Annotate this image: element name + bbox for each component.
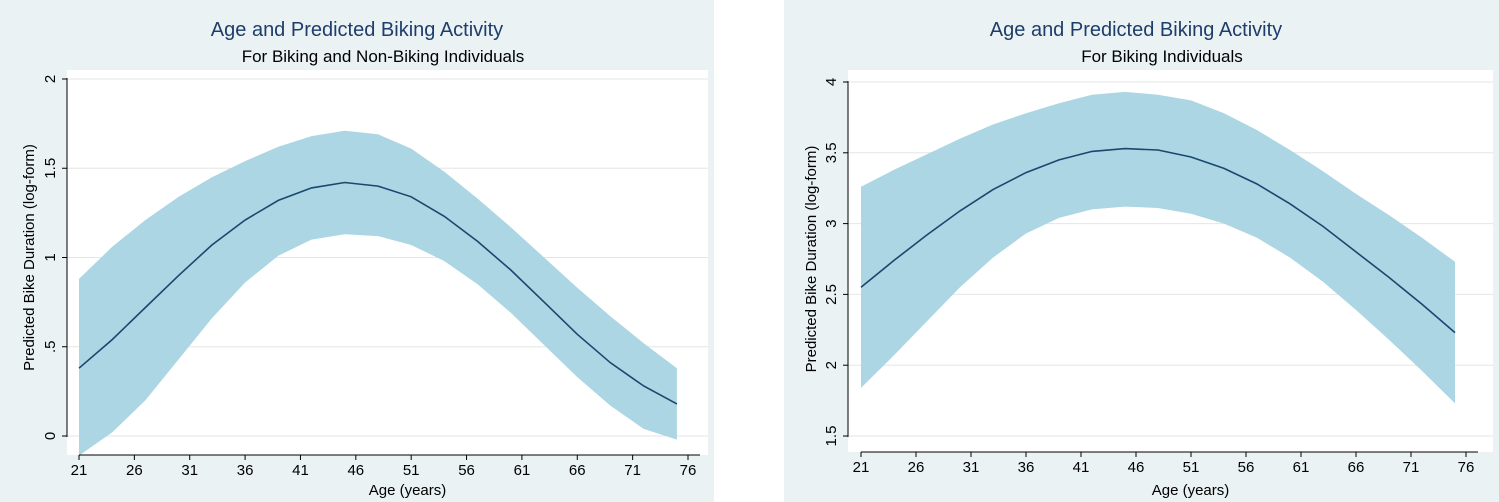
chart-b-svg: 1.5 2 2.5 3 3.5 4 21 26 31 36 41 46 51 56 61 66 71 76 Age …	[784, 0, 1499, 502]
x-tick-label: 46	[1128, 459, 1145, 476]
y-tick-label: 2	[823, 361, 840, 369]
chart-a-svg: 0 .5 1 1.5 2 21 26 31 36 41 46 51 56 61 66 71 76 Age and …	[0, 0, 714, 502]
y-tick-label: 1.5	[42, 158, 59, 179]
x-tick-label: 71	[624, 462, 641, 479]
prediction-line	[860, 147, 1456, 334]
x-tick-label: 56	[458, 462, 475, 479]
chart-panel-b: B) 1.522.533.54212631364146515661667176A…	[784, 0, 1499, 502]
x-tick-label: 41	[1073, 459, 1090, 476]
x-tick-label: 71	[1403, 459, 1420, 476]
prediction-line	[78, 181, 678, 405]
y-tick-label: 4	[823, 78, 840, 86]
x-tick-label: 51	[1183, 459, 1200, 476]
x-axis-label: Age (years)	[1152, 482, 1230, 499]
y-tick-label: 1	[42, 253, 59, 261]
panel-gap	[714, 0, 784, 502]
x-tick-label: 26	[908, 459, 925, 476]
x-axis-label: Age (years)	[369, 482, 447, 499]
x-tick-label: 31	[181, 462, 198, 479]
y-tick-label: 0	[42, 432, 59, 440]
x-tick-label: 61	[1293, 459, 1310, 476]
chart-title: Age and Predicted Biking Activity	[990, 19, 1282, 41]
y-tick-label: 2	[42, 75, 59, 83]
x-tick-label: 26	[126, 462, 143, 479]
y-tick-label: 3	[823, 219, 840, 227]
chart-subtitle: For Biking Individuals	[1081, 47, 1243, 66]
y-tick-label: 1.5	[823, 426, 840, 447]
y-tick-label: 2.5	[823, 284, 840, 305]
x-tick-label: 36	[237, 462, 254, 479]
confidence-band	[79, 130, 677, 456]
x-tick-label: 76	[1458, 459, 1475, 476]
x-tick-label: 46	[347, 462, 364, 479]
x-tick-label: 66	[1348, 459, 1365, 476]
x-tick-label: 31	[963, 459, 980, 476]
y-axis-label: Predicted Bike Duration (log-form)	[803, 146, 820, 373]
y-axis-label: Predicted Bike Duration (log-form)	[21, 144, 38, 371]
y-tick-label: 3.5	[823, 142, 840, 163]
x-tick-label: 21	[71, 462, 88, 479]
confidence-band	[861, 91, 1455, 404]
chart-title: Age and Predicted Biking Activity	[211, 19, 503, 41]
chart-subtitle: For Biking and Non-Biking Individuals	[242, 47, 525, 66]
x-tick-label: 51	[403, 462, 420, 479]
x-tick-label: 21	[853, 459, 870, 476]
y-tick-label: .5	[42, 340, 59, 353]
x-tick-label: 76	[680, 462, 697, 479]
x-tick-label: 56	[1238, 459, 1255, 476]
x-tick-label: 66	[569, 462, 586, 479]
x-tick-label: 41	[292, 462, 309, 479]
x-tick-label: 36	[1018, 459, 1035, 476]
x-tick-label: 61	[514, 462, 531, 479]
